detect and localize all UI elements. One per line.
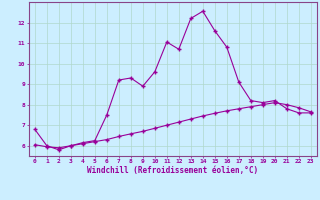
X-axis label: Windchill (Refroidissement éolien,°C): Windchill (Refroidissement éolien,°C) bbox=[87, 166, 258, 175]
